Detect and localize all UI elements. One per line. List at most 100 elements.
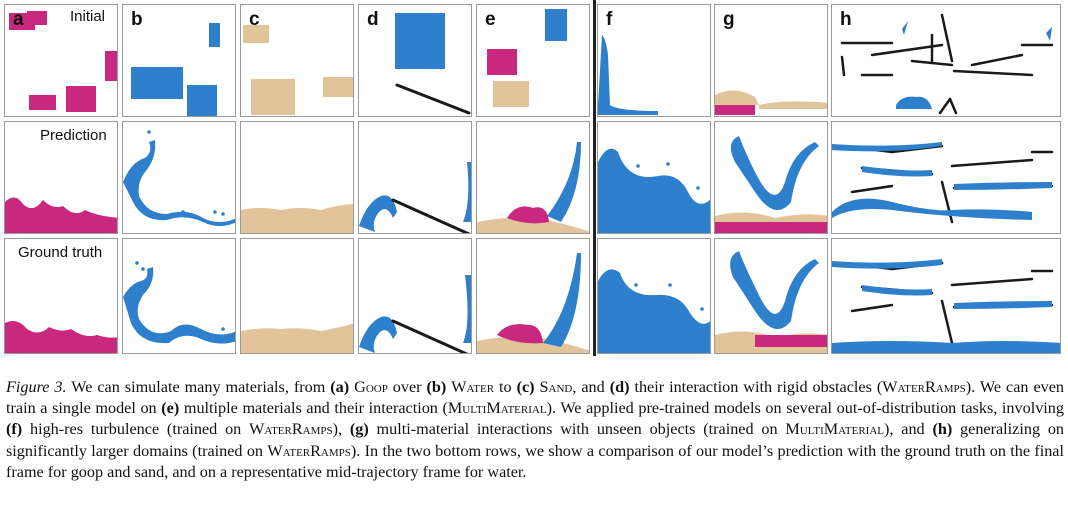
rigid-ramp-icon xyxy=(950,158,1034,168)
panel-drawing xyxy=(487,9,567,107)
goop-blob-icon xyxy=(66,86,96,112)
water-blob-icon xyxy=(187,85,217,116)
figure-caption: Figure 3. We can simulate many materials… xyxy=(6,377,1064,483)
panel-drawing xyxy=(359,162,471,233)
panel-d-row-2 xyxy=(358,238,472,354)
panel-drawing xyxy=(832,142,1054,224)
particle xyxy=(634,283,638,287)
panel-label-b: b xyxy=(131,9,143,30)
particle xyxy=(141,267,145,271)
panel-a-row-2 xyxy=(4,238,118,354)
water-blob-icon xyxy=(598,269,710,353)
particle xyxy=(668,283,672,287)
particle xyxy=(221,327,225,331)
caption-ref-e: (e) xyxy=(161,399,180,418)
particle xyxy=(151,148,155,152)
panel-g-row-0: g xyxy=(714,4,828,117)
goop-blob-icon xyxy=(105,51,117,81)
sand-blob-icon xyxy=(241,204,353,233)
panel-c-row-1 xyxy=(240,121,354,234)
panel-label-h: h xyxy=(840,9,852,30)
panel-label-a: a xyxy=(13,9,24,30)
row-label-2: Ground truth xyxy=(18,244,103,261)
panel-drawing xyxy=(131,23,220,116)
column-separator xyxy=(593,0,596,356)
goop-blob-icon xyxy=(497,324,543,344)
panel-drawing xyxy=(123,261,235,344)
panel-b-row-0: b xyxy=(122,4,236,117)
caption-text: their interaction with rigid obstacles ( xyxy=(629,378,883,396)
panel-b-row-1 xyxy=(122,121,236,234)
panel-drawing xyxy=(9,11,117,112)
goop-blob-icon xyxy=(29,95,56,110)
caption-text: ), xyxy=(332,420,350,439)
panel-a-row-0: a xyxy=(4,4,118,117)
rigid-ramp-icon xyxy=(950,277,1034,287)
panel-drawing xyxy=(477,142,589,233)
panel-g-row-1 xyxy=(714,121,828,234)
goop-blob-icon xyxy=(27,11,47,25)
rigid-ramp-icon xyxy=(948,97,958,115)
water-blob-icon xyxy=(395,13,445,69)
goop-blob-icon xyxy=(487,49,517,75)
particle xyxy=(636,164,640,168)
caption-ref-g: (g) xyxy=(349,420,369,439)
water-blob-icon xyxy=(123,267,235,344)
particle xyxy=(181,210,185,214)
panel-drawing xyxy=(715,136,827,233)
sand-blob-icon xyxy=(493,81,529,107)
particle xyxy=(221,212,225,216)
rigid-ramp-icon xyxy=(970,53,1024,67)
caption-text: multi-material interactions with unseen … xyxy=(368,420,786,439)
panel-drawing xyxy=(359,275,471,353)
sand-blob-icon xyxy=(477,217,589,233)
row-label-0: Initial xyxy=(70,8,106,25)
panel-f-row-2 xyxy=(597,238,711,354)
rigid-ramp-icon xyxy=(952,69,1034,77)
panel-e-row-2 xyxy=(476,238,590,354)
panel-e-row-1 xyxy=(476,121,590,234)
water-blob-icon xyxy=(730,251,819,329)
particle xyxy=(666,162,670,166)
water-blob-icon xyxy=(209,23,220,47)
rigid-ramp-icon xyxy=(395,83,471,115)
water-blob-icon xyxy=(730,136,819,210)
caption-ref-b: (b) xyxy=(426,378,447,396)
sand-blob-icon xyxy=(715,90,759,105)
panel-b-row-2 xyxy=(122,238,236,354)
sand-blob-icon xyxy=(323,77,353,97)
rigid-ramp-icon xyxy=(850,184,894,194)
rigid-ramp-icon xyxy=(391,319,469,353)
panel-drawing xyxy=(241,323,353,353)
caption-text: high-res turbulence (trained on xyxy=(22,420,250,439)
rigid-ramp-icon xyxy=(840,55,846,77)
particle xyxy=(700,307,704,311)
caption-water: Water xyxy=(451,378,495,396)
water-blob-icon xyxy=(832,142,1052,220)
panel-label-d: d xyxy=(367,9,379,30)
water-blob-icon xyxy=(598,35,658,115)
rigid-ramp-icon xyxy=(940,299,954,345)
water-blob-icon xyxy=(543,253,581,347)
panel-g-row-2 xyxy=(714,238,828,354)
caption-goop: Goop xyxy=(354,378,388,396)
panel-drawing xyxy=(243,25,353,115)
sand-blob-icon xyxy=(251,79,295,115)
particle xyxy=(147,130,151,134)
water-blob-icon xyxy=(547,142,581,222)
particle xyxy=(135,261,139,265)
goop-blob-icon xyxy=(715,222,827,233)
caption-text: to xyxy=(494,378,517,396)
panel-drawing xyxy=(598,148,710,233)
caption-text: multiple materials and their interaction… xyxy=(179,399,448,418)
water-blob-icon xyxy=(598,148,710,233)
caption-text: generalizing on significantly larger dom… xyxy=(6,420,1065,460)
caption-waterramps: WaterRamps xyxy=(267,441,351,460)
water-blob-icon xyxy=(131,67,183,99)
panel-drawing xyxy=(598,35,658,115)
caption-lead: Figure 3. xyxy=(6,378,67,396)
goop-blob-icon xyxy=(5,197,117,233)
row-label-1: Prediction xyxy=(40,127,107,144)
caption-text: ). We applied pre-trained models on seve… xyxy=(546,399,1064,418)
caption-sand: Sand xyxy=(539,378,573,396)
